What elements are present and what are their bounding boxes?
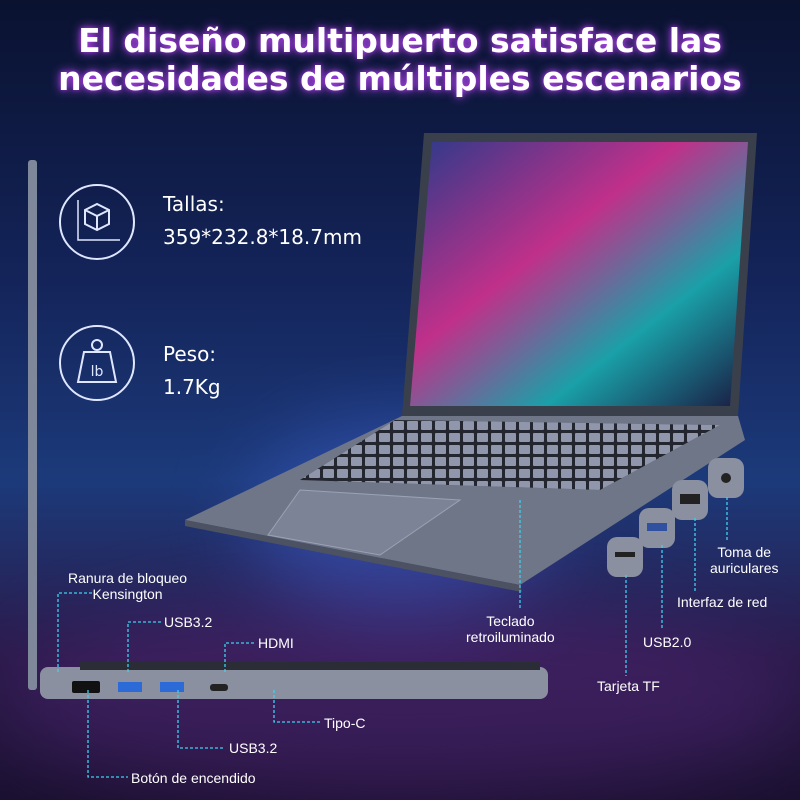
- label-ethernet: Interfaz de red: [677, 594, 768, 610]
- label-usb20: USB2.0: [643, 634, 692, 650]
- laptop-image: [185, 133, 757, 592]
- laptop-side-view: [40, 667, 548, 699]
- cube-dimensions-icon: [59, 184, 135, 260]
- label-kensington: Ranura de bloqueo Kensington: [68, 570, 187, 602]
- right-port-callouts: [607, 458, 744, 577]
- headline-line-2: necesidades de múltiples escenarios: [58, 59, 742, 98]
- label-kensington-line1: Ranura de bloqueo: [68, 570, 188, 586]
- label-audio-jack: Toma de auriculares: [710, 544, 778, 576]
- headline: El diseño multipuerto satisface las nece…: [0, 22, 800, 98]
- label-tf-card: Tarjeta TF: [597, 678, 660, 694]
- spec-weight-label: Peso:: [163, 342, 217, 366]
- label-keyboard-line1: Teclado: [486, 613, 535, 629]
- label-usb32-top: USB3.2: [164, 614, 213, 630]
- label-hdmi: HDMI: [258, 635, 294, 651]
- label-power-button: Botón de encendido: [131, 770, 256, 786]
- label-audio-line1: Toma de: [717, 544, 772, 560]
- weight-lb-icon: [59, 325, 135, 401]
- label-keyboard: Teclado retroiluminado: [466, 613, 555, 645]
- label-kensington-line2: Kensington: [92, 586, 163, 602]
- headline-line-1: El diseño multipuerto satisface las: [78, 21, 722, 60]
- spec-dimensions-value: 359*232.8*18.7mm: [163, 225, 362, 249]
- weight-icon-text: lb: [91, 364, 104, 380]
- spec-weight: Peso: 1.7Kg: [163, 338, 221, 404]
- callout-lines: [57, 497, 728, 778]
- label-keyboard-line2: retroiluminado: [466, 629, 555, 645]
- label-audio-line2: auriculares: [710, 560, 779, 576]
- spec-dimensions: Tallas: 359*232.8*18.7mm: [163, 188, 362, 254]
- label-usb32-bottom: USB3.2: [229, 740, 278, 756]
- laptop-lid-side: [28, 160, 37, 690]
- label-tipo-c: Tipo-C: [324, 715, 366, 731]
- spec-weight-value: 1.7Kg: [163, 375, 221, 399]
- spec-dimensions-label: Tallas:: [163, 192, 225, 216]
